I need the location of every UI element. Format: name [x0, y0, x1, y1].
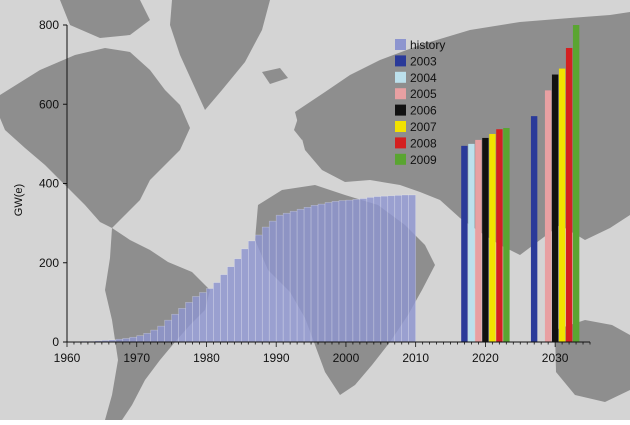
legend-label: 2006 — [410, 104, 437, 118]
x-tick-label: 1990 — [263, 351, 290, 365]
history-bar — [262, 227, 269, 342]
projection-bar-2020-2004 — [468, 144, 474, 342]
legend-swatch — [395, 105, 406, 116]
y-tick-label: 600 — [39, 97, 59, 111]
x-tick-label: 2030 — [542, 351, 569, 365]
history-bar — [311, 205, 318, 342]
x-tick-label: 1960 — [54, 351, 81, 365]
history-bar — [172, 314, 179, 342]
history-bar — [297, 209, 304, 342]
history-bar — [186, 302, 193, 342]
projection-bar-2030-2003 — [531, 116, 537, 342]
x-tick-label: 1980 — [193, 351, 220, 365]
history-bar — [179, 308, 186, 342]
history-bar — [332, 201, 339, 342]
projection-bar-2030-2007 — [559, 69, 565, 342]
x-tick-label: 2010 — [402, 351, 429, 365]
history-bar — [346, 200, 353, 342]
y-tick-label: 0 — [52, 335, 59, 349]
projection-bar-2020-2007 — [489, 134, 495, 342]
history-bar — [367, 197, 374, 342]
history-bar — [304, 207, 311, 342]
history-bar — [193, 296, 200, 342]
history-bar — [388, 196, 395, 342]
projection-bar-2030-2006 — [552, 75, 558, 342]
history-bar — [374, 197, 381, 342]
history-bar — [318, 204, 325, 342]
projection-bar-2020-2006 — [482, 138, 488, 342]
history-bar — [144, 333, 151, 342]
history-bar — [353, 199, 360, 342]
legend-swatch — [395, 88, 406, 99]
history-bar — [283, 213, 290, 342]
x-tick-label: 2020 — [472, 351, 499, 365]
history-bar — [123, 338, 130, 342]
legend-label: 2007 — [410, 120, 437, 134]
projection-bar-2030-2009 — [573, 25, 579, 342]
legend-swatch — [395, 154, 406, 165]
y-tick-label: 200 — [39, 256, 59, 270]
history-bar — [199, 292, 206, 342]
history-bar — [165, 320, 172, 342]
projection-bar-2030-2008 — [566, 48, 572, 342]
projection-bar-2030-2005 — [545, 90, 551, 342]
history-bar — [241, 249, 248, 342]
legend-label: history — [410, 38, 445, 52]
legend-label: 2009 — [410, 153, 437, 167]
history-bar — [213, 283, 220, 342]
history-bar — [151, 330, 158, 342]
history-bar — [227, 267, 234, 342]
history-bar — [130, 337, 137, 342]
x-tick-label: 2000 — [333, 351, 360, 365]
history-bar — [255, 235, 262, 342]
x-tick-label: 1970 — [123, 351, 150, 365]
projection-bar-2020-2003 — [461, 146, 467, 342]
legend-label: 2005 — [410, 87, 437, 101]
y-tick-label: 400 — [39, 177, 59, 191]
legend-swatch — [395, 55, 406, 66]
projection-bar-2020-2009 — [503, 128, 509, 342]
legend-swatch — [395, 39, 406, 50]
y-tick-label: 800 — [39, 18, 59, 32]
legend-swatch — [395, 121, 406, 132]
history-bar — [234, 259, 241, 342]
history-bar — [248, 241, 255, 342]
legend-swatch — [395, 137, 406, 148]
legend-label: 2004 — [410, 71, 437, 85]
y-axis-label: GW(e) — [13, 184, 25, 216]
history-bar — [269, 221, 276, 342]
history-bar — [206, 289, 213, 342]
projection-bar-2020-2005 — [475, 140, 481, 342]
history-bar — [402, 195, 409, 342]
history-bar — [137, 336, 144, 342]
history-bar — [381, 196, 388, 342]
history-bar — [220, 275, 227, 342]
history-bar — [325, 203, 332, 342]
legend-swatch — [395, 72, 406, 83]
history-bar — [409, 195, 416, 342]
history-bar — [158, 326, 165, 342]
projection-bar-2020-2008 — [496, 129, 502, 342]
history-bar — [276, 215, 283, 342]
legend-label: 2008 — [410, 136, 437, 150]
history-bar — [290, 211, 297, 342]
history-bar — [395, 195, 402, 342]
history-bar — [339, 201, 346, 342]
history-bar — [360, 199, 367, 342]
legend-label: 2003 — [410, 54, 437, 68]
